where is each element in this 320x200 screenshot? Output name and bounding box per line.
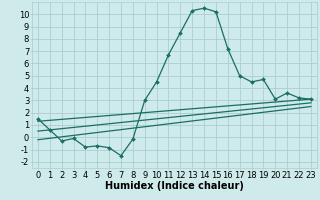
X-axis label: Humidex (Indice chaleur): Humidex (Indice chaleur) [105,181,244,191]
